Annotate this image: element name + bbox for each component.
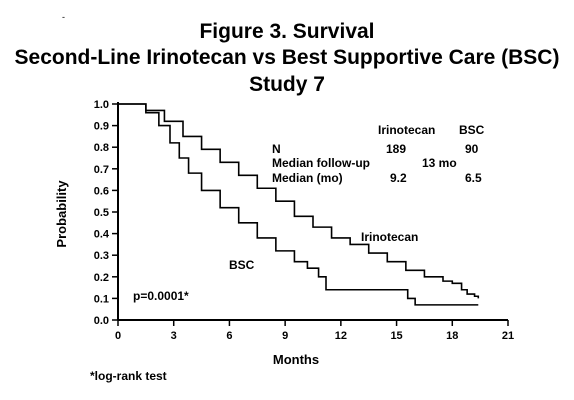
table-cell-median-bsc: 6.5 xyxy=(465,171,482,185)
x-tick-label: 6 xyxy=(226,330,232,342)
y-tick-label: 0.3 xyxy=(94,250,109,262)
y-axis-label: Probability xyxy=(54,180,69,248)
y-tick-label: 0.6 xyxy=(94,185,109,197)
table-cell-n-bsc: 90 xyxy=(465,142,479,156)
x-tick-label: 3 xyxy=(171,330,177,342)
table-row-label-median: Median (mo) xyxy=(272,171,343,185)
y-tick-label: 0.5 xyxy=(94,207,109,219)
table-header-bsc: BSC xyxy=(459,123,485,137)
x-tick-label: 9 xyxy=(282,330,288,342)
x-tick-label: 15 xyxy=(390,330,402,342)
x-axis-label: Months xyxy=(273,352,319,367)
y-tick-label: 0.8 xyxy=(94,142,109,154)
chart-axes: 0.0 0.1 0.2 0.3 0.4 0.5 0.6 0.7 0.8 0.9 1.0 0 3 6 9 12 1… xyxy=(94,99,514,342)
x-tick-label: 0 xyxy=(115,330,121,342)
y-tick-label: 0.2 xyxy=(94,272,109,284)
table-header-irinotecan: Irinotecan xyxy=(378,123,435,137)
curve-label-bsc: BSC xyxy=(229,258,255,272)
figure-title-line-1: Figure 3. Survival xyxy=(199,20,375,43)
y-tick-label: 0.9 xyxy=(94,121,109,133)
footnote: *log-rank test xyxy=(90,369,167,383)
y-tick-label: 0.1 xyxy=(94,293,109,305)
series-line-irinotecan xyxy=(118,103,480,299)
table-cell-median-follow-up: 13 mo xyxy=(422,156,457,170)
y-tick-label: 0.0 xyxy=(94,315,109,327)
y-tick-label: 1.0 xyxy=(94,99,109,111)
table-cell-n-irinotecan: 189 xyxy=(386,142,406,156)
x-tick-label: 18 xyxy=(446,330,458,342)
x-tick-label: 21 xyxy=(502,330,514,342)
figure-title-line-3: Study 7 xyxy=(249,73,325,96)
curve-label-irinotecan: Irinotecan xyxy=(361,230,418,244)
table-row-label-n: N xyxy=(272,142,281,156)
chart-series xyxy=(118,103,480,306)
y-tick-label: 0.4 xyxy=(94,229,110,241)
figure-title-line-2: Second-Line Irinotecan vs Best Supportiv… xyxy=(14,46,560,69)
x-tick-label: 12 xyxy=(335,330,347,342)
series-line-bsc xyxy=(118,103,479,306)
y-tick-label: 0.7 xyxy=(94,164,109,176)
stray-mark: - xyxy=(62,12,65,22)
table-cell-median-irinotecan: 9.2 xyxy=(390,171,407,185)
p-value-annotation: p=0.0001* xyxy=(133,289,189,303)
table-row-label-median-follow-up: Median follow-up xyxy=(272,156,370,170)
summary-table: Irinotecan BSC N 189 90 Median follow-up… xyxy=(272,123,485,185)
